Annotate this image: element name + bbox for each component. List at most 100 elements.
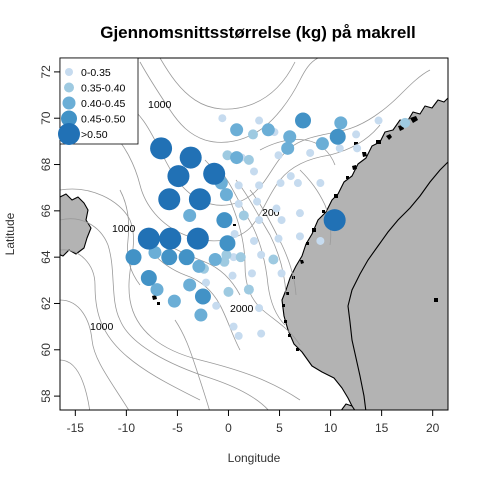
station-point xyxy=(228,271,237,280)
legend-label: >0.50 xyxy=(81,129,108,141)
station-point xyxy=(150,283,164,297)
station-point xyxy=(202,278,211,287)
station-point xyxy=(140,270,157,286)
station-point xyxy=(234,181,243,190)
contour-label: 1000 xyxy=(112,223,136,235)
station-point xyxy=(229,322,238,331)
station-point xyxy=(247,129,258,140)
station-point xyxy=(247,269,256,278)
y-tick-label: 58 xyxy=(39,389,53,403)
station-point xyxy=(286,172,295,181)
station-point xyxy=(183,208,197,222)
scandinavia-land xyxy=(281,97,448,410)
x-tick-label: 15 xyxy=(375,421,389,435)
legend-swatch xyxy=(62,96,76,110)
station-point xyxy=(216,212,233,229)
station-point xyxy=(272,204,281,213)
station-point xyxy=(277,216,286,225)
station-point xyxy=(188,188,211,211)
station-point xyxy=(219,235,236,252)
station-point xyxy=(295,209,304,218)
station-point xyxy=(243,154,254,165)
station-point xyxy=(283,130,297,144)
station-point xyxy=(243,284,254,295)
station-point xyxy=(335,144,344,153)
depth-contours xyxy=(60,58,431,410)
station-point xyxy=(192,259,206,273)
station-point xyxy=(400,117,411,128)
station-point xyxy=(257,250,266,259)
station-point xyxy=(150,137,173,160)
station-point xyxy=(274,234,283,243)
legend-swatch xyxy=(65,68,73,76)
station-point xyxy=(167,294,181,308)
station-point xyxy=(234,199,243,208)
legend-swatch xyxy=(64,82,74,93)
station-point xyxy=(235,252,246,263)
y-tick-label: 66 xyxy=(39,204,53,218)
station-point xyxy=(183,278,197,292)
x-tick-label: 20 xyxy=(426,421,440,435)
x-tick-label: -5 xyxy=(172,421,183,435)
contour-label: 1000 xyxy=(148,99,172,111)
y-tick-label: 72 xyxy=(39,65,53,79)
station-point xyxy=(277,269,286,278)
x-tick-label: -15 xyxy=(67,421,85,435)
station-point xyxy=(293,179,302,188)
station-point xyxy=(137,227,160,250)
x-axis-label: Longitude xyxy=(228,451,281,465)
station-point xyxy=(255,116,264,125)
station-point xyxy=(221,249,232,260)
station-point xyxy=(334,116,348,130)
denmark-land xyxy=(340,403,356,410)
station-point xyxy=(219,188,233,202)
station-point xyxy=(159,227,182,250)
station-point xyxy=(167,165,190,188)
x-tick-label: 0 xyxy=(225,421,232,435)
station-point xyxy=(203,162,226,185)
station-point xyxy=(238,210,249,221)
station-point xyxy=(268,254,279,265)
station-point xyxy=(186,227,209,250)
map-area: 1000 1000 1000 200 2000 xyxy=(60,58,448,410)
y-tick-label: 60 xyxy=(39,343,53,357)
station-point xyxy=(255,181,264,190)
station-point xyxy=(316,179,325,188)
legend-swatch xyxy=(61,110,77,127)
contour-label: 1000 xyxy=(90,321,114,333)
y-axis-label: Latitude xyxy=(3,212,17,255)
station-point xyxy=(178,249,195,266)
station-point xyxy=(230,123,244,137)
chart-title: Gjennomsnittsstørrelse (kg) på makrell xyxy=(100,23,416,42)
iceland-land xyxy=(60,193,92,257)
station-point xyxy=(230,230,239,238)
station-point xyxy=(315,137,329,151)
station-point xyxy=(194,308,208,322)
y-tick-label: 68 xyxy=(39,158,53,172)
station-point xyxy=(352,130,361,139)
station-point xyxy=(276,179,285,188)
station-point xyxy=(194,288,211,305)
legend: 0-0.35 0.35-0.40 0.40-0.45 0.45-0.50 >0.50 xyxy=(58,57,139,145)
y-tick-label: 70 xyxy=(39,111,53,125)
station-point xyxy=(353,144,362,153)
contour-label: 2000 xyxy=(230,303,254,315)
station-point xyxy=(255,304,264,313)
station-point xyxy=(218,114,227,123)
station-point xyxy=(250,236,258,245)
legend-label: 0.35-0.40 xyxy=(81,83,126,95)
station-point xyxy=(222,150,233,161)
station-point xyxy=(257,329,266,338)
legend-label: 0-0.35 xyxy=(81,67,111,79)
station-point xyxy=(250,167,258,176)
station-point xyxy=(212,301,221,310)
station-point xyxy=(295,232,304,241)
coastal-islands xyxy=(152,116,438,351)
y-tick-label: 62 xyxy=(39,296,53,310)
station-point xyxy=(161,249,178,266)
station-point xyxy=(125,249,142,266)
station-point xyxy=(281,141,295,155)
x-tick-label: -10 xyxy=(118,421,136,435)
station-point xyxy=(274,151,283,160)
